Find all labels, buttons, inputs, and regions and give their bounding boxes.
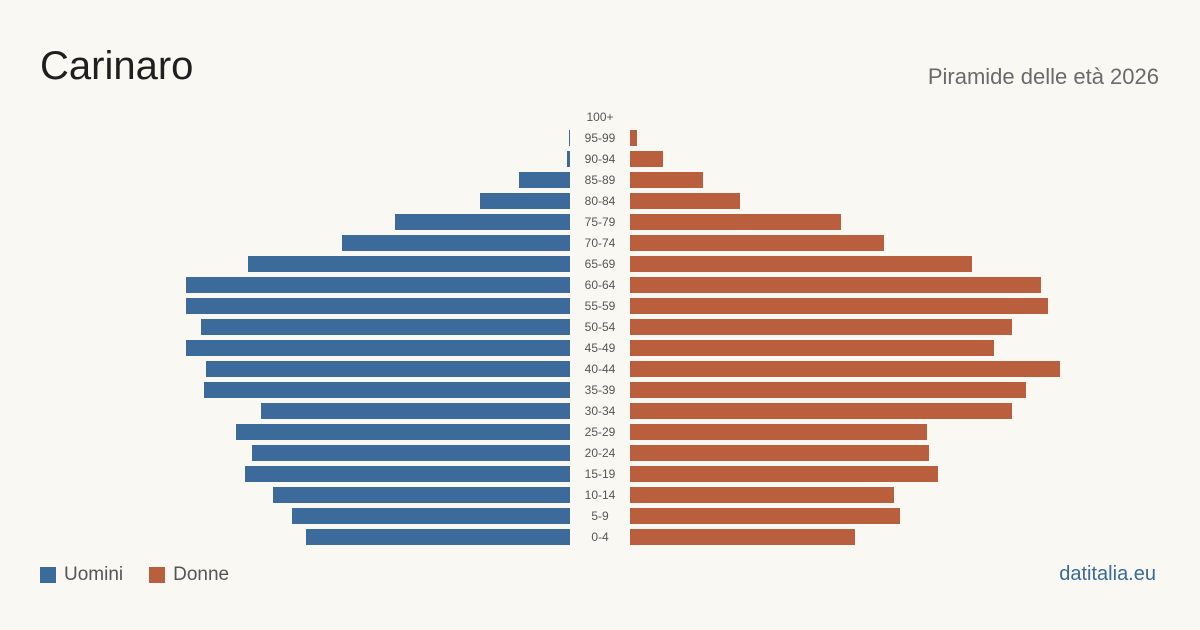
legend: Uomini Donne xyxy=(40,564,255,586)
bar-men-75-79 xyxy=(395,214,570,230)
bar-women-80-84 xyxy=(630,193,740,209)
bar-women-0-4 xyxy=(630,529,855,545)
age-label-35-39: 35-39 xyxy=(585,383,616,397)
chart-title: Carinaro xyxy=(40,44,194,88)
age-label-75-79: 75-79 xyxy=(585,215,616,229)
legend-item-men: Uomini xyxy=(40,564,123,586)
age-label-90-94: 90-94 xyxy=(585,152,616,166)
bar-women-75-79 xyxy=(630,214,841,230)
bar-women-95-99 xyxy=(630,130,637,146)
age-label-25-29: 25-29 xyxy=(585,425,616,439)
bar-men-70-74 xyxy=(342,235,570,251)
bar-men-80-84 xyxy=(480,193,570,209)
legend-label-men: Uomini xyxy=(64,564,124,585)
bar-men-10-14 xyxy=(273,487,570,503)
legend-label-women: Donne xyxy=(173,564,230,585)
bar-women-25-29 xyxy=(630,424,927,440)
age-label-30-34: 30-34 xyxy=(585,404,616,418)
bar-women-20-24 xyxy=(630,445,929,461)
bar-women-35-39 xyxy=(630,382,1026,398)
bar-men-15-19 xyxy=(245,466,570,482)
bar-women-50-54 xyxy=(630,319,1012,335)
bar-women-85-89 xyxy=(630,172,703,188)
bar-women-60-64 xyxy=(630,277,1041,293)
bar-men-0-4 xyxy=(306,529,570,545)
chart-subtitle: Piramide delle età 2026 xyxy=(927,64,1159,89)
age-label-45-49: 45-49 xyxy=(585,341,616,355)
bar-women-30-34 xyxy=(630,403,1012,419)
bar-women-90-94 xyxy=(630,151,663,167)
bar-women-15-19 xyxy=(630,466,938,482)
bar-women-65-69 xyxy=(630,256,972,272)
bar-men-95-99 xyxy=(569,130,570,146)
age-label-5-9: 5-9 xyxy=(591,509,609,523)
bar-men-45-49 xyxy=(186,340,570,356)
brand-link[interactable]: datitalia.eu xyxy=(1059,563,1156,585)
age-label-55-59: 55-59 xyxy=(585,299,616,313)
bar-men-30-34 xyxy=(261,403,570,419)
age-label-20-24: 20-24 xyxy=(585,446,616,460)
bar-women-10-14 xyxy=(630,487,894,503)
legend-item-women: Donne xyxy=(149,564,229,586)
bar-women-55-59 xyxy=(630,298,1048,314)
bar-women-70-74 xyxy=(630,235,884,251)
bar-men-20-24 xyxy=(252,445,570,461)
age-label-100+: 100+ xyxy=(586,110,613,124)
age-label-15-19: 15-19 xyxy=(585,467,616,481)
bar-men-85-89 xyxy=(519,172,570,188)
age-label-50-54: 50-54 xyxy=(585,320,616,334)
age-label-60-64: 60-64 xyxy=(585,278,616,292)
age-label-85-89: 85-89 xyxy=(585,173,616,187)
bar-men-5-9 xyxy=(292,508,570,524)
age-label-70-74: 70-74 xyxy=(585,236,616,250)
bar-men-25-29 xyxy=(236,424,570,440)
legend-swatch-women xyxy=(149,567,166,583)
bar-men-60-64 xyxy=(186,277,570,293)
bar-women-5-9 xyxy=(630,508,900,524)
bar-men-35-39 xyxy=(204,382,570,398)
bar-men-65-69 xyxy=(248,256,570,272)
age-label-40-44: 40-44 xyxy=(585,362,616,376)
bar-men-90-94 xyxy=(567,151,570,167)
bar-men-55-59 xyxy=(186,298,570,314)
bar-women-40-44 xyxy=(630,361,1060,377)
bar-men-50-54 xyxy=(201,319,570,335)
bar-men-40-44 xyxy=(206,361,570,377)
age-label-95-99: 95-99 xyxy=(585,131,616,145)
age-label-0-4: 0-4 xyxy=(591,530,609,544)
age-label-10-14: 10-14 xyxy=(585,488,616,502)
legend-swatch-men xyxy=(40,567,56,583)
bar-women-45-49 xyxy=(630,340,994,356)
age-label-65-69: 65-69 xyxy=(585,257,616,271)
age-label-80-84: 80-84 xyxy=(585,194,616,208)
